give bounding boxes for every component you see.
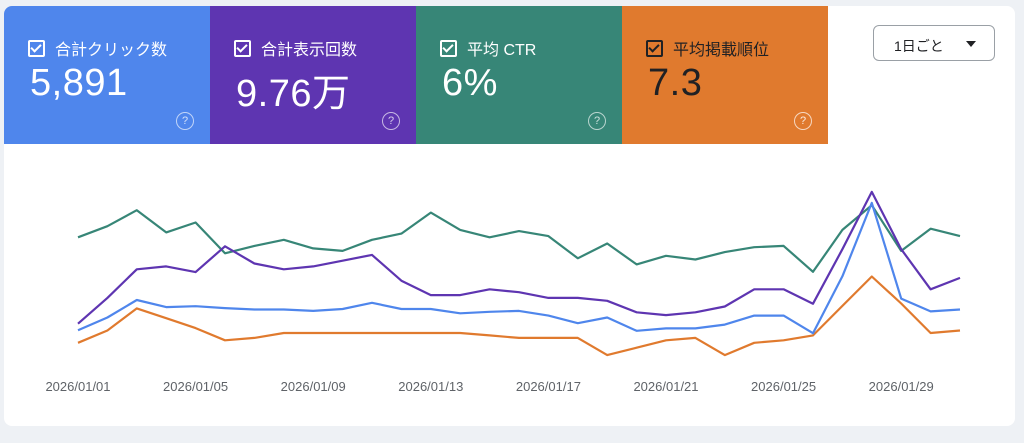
x-tick-label: 2026/01/13	[398, 379, 463, 394]
help-icon[interactable]: ?	[588, 112, 606, 130]
metric-card-clicks[interactable]: 合計クリック数 5,891 ?	[4, 6, 210, 144]
metric-card-impressions[interactable]: 合計表示回数 9.76万 ?	[210, 6, 416, 144]
metric-value: 7.3	[648, 62, 703, 104]
series-line-ctr	[77, 204, 961, 273]
metric-value: 5,891	[30, 62, 128, 104]
help-icon[interactable]: ?	[794, 112, 812, 130]
x-tick-label: 2026/01/09	[281, 379, 346, 394]
metric-value: 6%	[442, 62, 498, 104]
checkbox-checked-icon[interactable]	[28, 39, 45, 57]
series-line-clicks	[77, 201, 961, 335]
series-line-impressions	[77, 190, 961, 325]
caret-down-icon	[966, 41, 976, 47]
metric-label: 合計クリック数	[55, 42, 168, 59]
performance-panel: 2026/01/01 2026/01/05 2026/01/09 2026/01/13…	[4, 6, 1015, 426]
metric-card-position[interactable]: 平均掲載順位 7.3 ?	[622, 6, 828, 144]
x-tick-label: 2026/01/25	[751, 379, 816, 394]
checkbox-checked-icon[interactable]	[234, 39, 251, 57]
x-tick-label: 2026/01/01	[45, 379, 110, 394]
help-icon[interactable]: ?	[382, 112, 400, 130]
metric-label: 平均 CTR	[467, 42, 537, 59]
checkbox-checked-icon[interactable]	[440, 39, 457, 57]
metric-label: 平均掲載順位	[673, 42, 770, 59]
metric-card-ctr[interactable]: 平均 CTR 6% ?	[416, 6, 622, 144]
granularity-label: 1日ごと	[894, 38, 944, 54]
granularity-dropdown[interactable]: 1日ごと	[873, 25, 995, 61]
x-tick-label: 2026/01/05	[163, 379, 228, 394]
series-line-position	[77, 275, 961, 357]
checkbox-checked-icon[interactable]	[646, 39, 663, 57]
metric-label: 合計表示回数	[261, 42, 358, 59]
x-tick-label: 2026/01/29	[869, 379, 934, 394]
performance-chart: 2026/01/01 2026/01/05 2026/01/09 2026/01/13…	[45, 190, 961, 394]
metric-value: 9.76万	[236, 73, 351, 115]
help-icon[interactable]: ?	[176, 112, 194, 130]
x-tick-label: 2026/01/21	[633, 379, 698, 394]
x-tick-label: 2026/01/17	[516, 379, 581, 394]
